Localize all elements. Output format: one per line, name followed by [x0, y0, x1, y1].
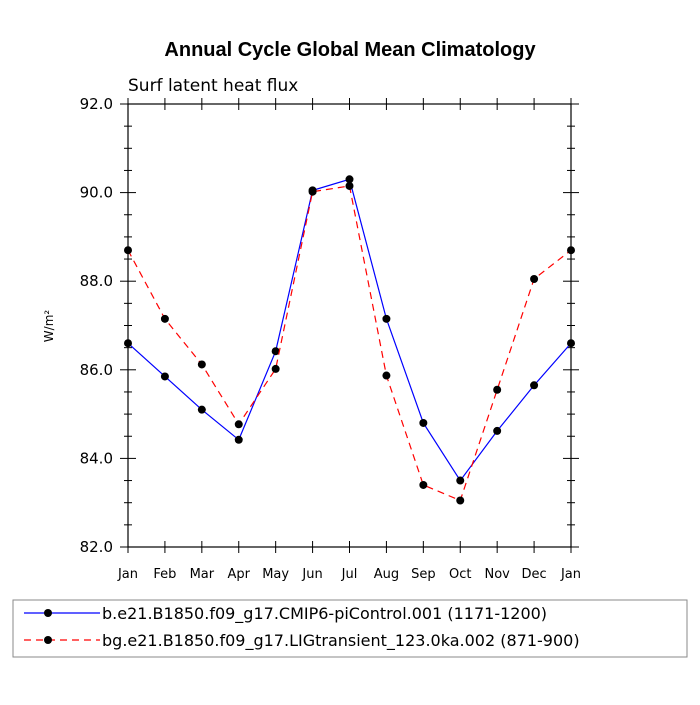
- data-point: [382, 314, 391, 323]
- data-point: [197, 405, 206, 414]
- x-tick-label: Oct: [449, 567, 471, 582]
- data-point: [160, 314, 169, 323]
- legend-marker: [44, 636, 52, 644]
- data-point: [530, 381, 539, 390]
- data-point: [419, 480, 428, 489]
- data-point: [567, 339, 575, 348]
- legend-label: bg.e21.B1850.f09_g17.LIGtransient_123.0k…: [102, 631, 580, 651]
- series-2: [124, 181, 575, 505]
- y-tick-labels: 82.0 84.0 86.0 88.0 90.0 92.0: [80, 95, 113, 556]
- chart-subtitle: Surf latent heat flux: [128, 76, 298, 96]
- y-tick-label: 92.0: [80, 95, 113, 113]
- series-layer: [124, 175, 575, 505]
- x-tick-labels: Jan Feb Mar Apr May Jun Jul Aug Sep Oct Nov Dec Jan: [117, 567, 581, 582]
- legend-label: b.e21.B1850.f09_g17.CMIP6-piControl.001 …: [102, 604, 547, 624]
- x-tick-label: Jul: [341, 567, 358, 582]
- data-point: [419, 418, 428, 427]
- data-point: [234, 420, 243, 429]
- x-tick-label: Aug: [374, 567, 399, 582]
- data-point: [493, 385, 502, 394]
- y-tick-label: 88.0: [80, 272, 113, 290]
- legend-marker: [44, 609, 52, 617]
- data-point: [567, 246, 575, 255]
- data-point: [271, 347, 280, 356]
- x-tick-label: Apr: [228, 567, 251, 582]
- data-point: [271, 364, 280, 373]
- series-1: [124, 175, 575, 485]
- y-tick-label: 82.0: [80, 538, 113, 556]
- x-tick-label: Nov: [484, 567, 510, 582]
- data-point: [197, 360, 206, 369]
- y-tick-label: 86.0: [80, 361, 113, 379]
- y-tick-label: 84.0: [80, 449, 113, 467]
- data-point: [308, 187, 317, 196]
- data-point: [160, 372, 169, 381]
- plot-frame: [127, 103, 572, 548]
- axis-ticks: [120, 98, 579, 553]
- data-point: [345, 181, 354, 190]
- y-axis-label: W/m²: [42, 310, 56, 343]
- data-point: [124, 246, 132, 255]
- x-tick-label: Jan: [117, 567, 138, 582]
- legend-box: [12, 599, 688, 658]
- data-point: [345, 175, 354, 184]
- legend: b.e21.B1850.f09_g17.CMIP6-piControl.001 …: [24, 604, 580, 651]
- series-line: [127, 185, 572, 502]
- x-tick-label: May: [262, 567, 289, 582]
- y-tick-label: 90.0: [80, 184, 113, 202]
- series-line: [127, 178, 572, 482]
- x-tick-label: Jan: [560, 567, 581, 582]
- data-point: [456, 496, 465, 505]
- x-tick-label: Mar: [190, 567, 215, 582]
- data-point: [493, 426, 502, 435]
- data-point: [530, 274, 539, 283]
- x-tick-label: Feb: [153, 567, 176, 582]
- data-point: [382, 371, 391, 380]
- data-point: [124, 339, 132, 348]
- x-tick-label: Jun: [301, 567, 322, 582]
- chart-title: Annual Cycle Global Mean Climatology: [164, 39, 536, 61]
- data-point: [234, 435, 243, 444]
- x-tick-label: Sep: [411, 567, 436, 582]
- data-point: [456, 476, 465, 485]
- x-tick-label: Dec: [522, 567, 547, 582]
